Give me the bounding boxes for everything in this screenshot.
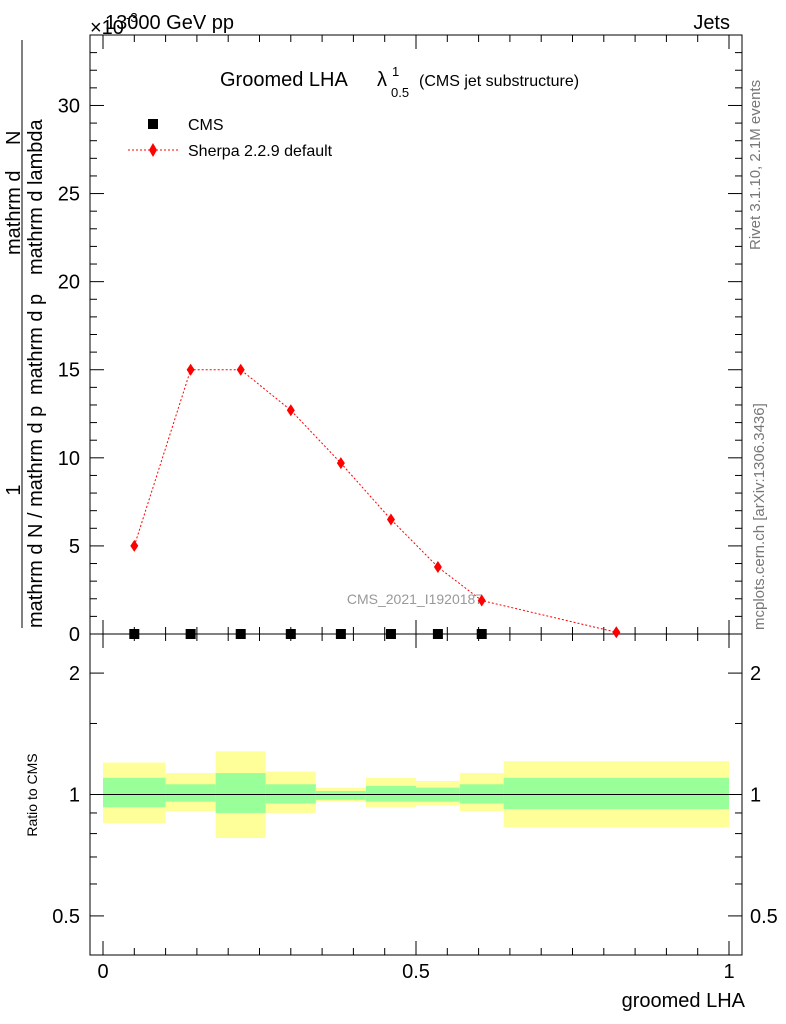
mc-point — [612, 626, 621, 639]
header-left: 13000 GeV pp — [105, 12, 234, 34]
y-tick-label: 5 — [69, 536, 80, 558]
header-right: Jets — [693, 12, 730, 34]
x-tick-label: 1 — [723, 961, 734, 983]
analysis-watermark: CMS_2021_I1920187 — [347, 591, 483, 607]
mc-points — [130, 363, 621, 639]
ratio-tick-label-left: 2 — [69, 663, 80, 685]
cms-point — [129, 629, 140, 639]
y-label-dlambda: mathrm d lambda — [25, 119, 47, 275]
ratio-tick-label-left: 1 — [69, 785, 80, 807]
y-tick-label: 20 — [58, 272, 80, 294]
y-label-denominator: mathrm d N / mathrm d p — [25, 406, 47, 628]
main-ticks: 0 5 10 15 20 25 30 — [58, 34, 742, 646]
y-multiplier-exponent: -3 — [126, 10, 138, 25]
x-ticks: 0 0.5 1 — [97, 35, 735, 983]
y-multiplier: ×10 -3 — [90, 10, 138, 39]
plot-title-sub: 0.5 — [391, 85, 409, 100]
y-multiplier-base: ×10 — [90, 17, 124, 39]
x-axis-label: groomed LHA — [622, 990, 746, 1012]
ratio-band-inner-5 — [365, 785, 416, 802]
mc-point — [477, 594, 486, 607]
ratio-tick-label-right: 2 — [750, 663, 761, 685]
mc-point — [286, 404, 295, 417]
mc-point — [186, 363, 195, 376]
ratio-tick-label-right: 1 — [750, 785, 761, 807]
legend-cms-marker — [148, 119, 158, 129]
ratio-band-inner-0 — [103, 777, 166, 808]
ratio-band-inner-8 — [503, 777, 729, 810]
plot-title: Groomed LHA λ 1 0.5 (CMS jet substructur… — [220, 64, 579, 100]
legend: CMS Sherpa 2.2.9 default — [128, 117, 333, 160]
y-tick-label: 0 — [69, 624, 80, 646]
legend-mc-label: Sherpa 2.2.9 default — [188, 143, 333, 160]
y-axis-label: 1 mathrm d N / mathrm d p mathrm d p mat… — [3, 40, 47, 628]
ratio-band-inner-1 — [165, 784, 216, 802]
ratio-band-inner-2 — [215, 773, 266, 813]
mc-point — [336, 457, 345, 470]
y-tick-label: 25 — [58, 184, 80, 206]
mc-point — [433, 561, 442, 574]
ratio-axis-label: Ratio to CMS — [24, 753, 40, 836]
ratio-tick-label-left: 0.5 — [52, 906, 80, 928]
y-label-numerator-top: mathrm d — [3, 171, 25, 255]
mc-point — [386, 513, 395, 526]
y-label-numerator-N: N — [3, 131, 25, 145]
cms-point — [335, 629, 346, 639]
ratio-bands — [103, 751, 729, 839]
ratio-ticks: 0.5 0.5 1 1 2 2 — [52, 633, 778, 928]
cms-point — [185, 629, 196, 639]
ratio-band-inner-3 — [265, 784, 316, 804]
mc-point — [236, 363, 245, 376]
legend-mc-marker — [149, 143, 157, 157]
rivet-info: Rivet 3.1.10, 2.1M events — [747, 80, 764, 250]
cms-point — [432, 629, 443, 639]
legend-cms-label: CMS — [188, 117, 224, 134]
cms-points — [129, 629, 487, 639]
y-tick-label: 15 — [58, 360, 80, 382]
plot-title-suffix: (CMS jet substructure) — [419, 73, 579, 90]
y-tick-label: 10 — [58, 448, 80, 470]
y-label-numerator: 1 — [3, 484, 25, 495]
x-tick-label: 0.5 — [402, 961, 430, 983]
ratio-tick-label-right: 0.5 — [750, 906, 778, 928]
cms-point — [476, 629, 487, 639]
cms-point — [235, 629, 246, 639]
y-tick-label: 30 — [58, 95, 80, 117]
x-tick-label: 0 — [97, 961, 108, 983]
mc-point — [130, 539, 139, 552]
mcplots-info: mcplots.cern.ch [arXiv:1306.3436] — [751, 403, 768, 630]
plot-title-lambda: λ — [377, 69, 387, 91]
cms-point — [285, 629, 296, 639]
y-label-dp: mathrm d p — [25, 294, 47, 395]
ratio-band-inner-7 — [459, 784, 504, 804]
cms-point — [385, 629, 396, 639]
plot-title-sup: 1 — [392, 64, 399, 79]
ratio-band-inner-4 — [315, 791, 366, 800]
plot-title-main: Groomed LHA — [220, 69, 348, 91]
